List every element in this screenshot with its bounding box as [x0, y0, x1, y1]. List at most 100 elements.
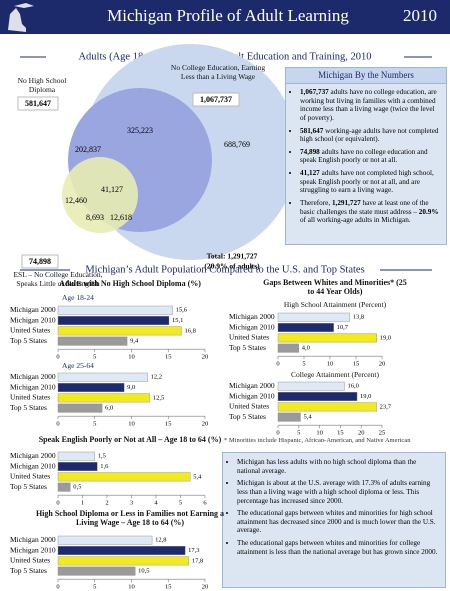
category-label: United States — [10, 556, 50, 565]
bullet-text: 1,067,737 — [300, 88, 329, 96]
category-label: Michigan 2000 — [229, 312, 275, 321]
finding: The educational gaps between whites and … — [237, 539, 441, 556]
bar — [57, 566, 136, 576]
bullet: 581,647 working-age adults have not comp… — [300, 127, 442, 144]
bullet-text: of all working-age adults in Michigan. — [300, 216, 411, 225]
section-title: Michigan’s Adult Population Compared to … — [85, 264, 364, 275]
value-label: 16,8 — [184, 327, 195, 334]
bar — [277, 402, 377, 412]
chart-subtitle: Age 25-64 — [62, 361, 94, 370]
value-label: 5,4 — [303, 414, 312, 421]
value-label: 1,5 — [98, 453, 106, 460]
bar — [57, 403, 103, 413]
venn-grand-total: Total: 1,291,727 — [207, 252, 258, 261]
callout — [17, 96, 59, 111]
x-tick-label: 6 — [203, 500, 207, 507]
bullet-text: 581,647 — [300, 126, 324, 135]
x-tick-label: 15 — [337, 430, 344, 437]
bullet-text: adults have not completed high school, s… — [300, 169, 434, 195]
bullet-text: adults have no college education and spe… — [300, 147, 428, 165]
michigan-icon — [8, 3, 34, 32]
value-label: 13,8 — [353, 314, 364, 321]
x-tick-label: 5 — [297, 430, 300, 437]
bar — [277, 333, 378, 343]
bullet-text: adults have no college education, are wo… — [300, 88, 437, 122]
x-tick-label: 20 — [202, 421, 209, 428]
category-label: Top 5 States — [10, 482, 47, 491]
venn-value: 325,223 — [127, 126, 153, 135]
bullet-text: 74,898 — [300, 147, 320, 156]
category-label: Top 5 States — [10, 403, 47, 412]
chart-title: Gaps Between Whites and Minorities* (25 … — [263, 278, 407, 297]
x-tick-label: 2 — [105, 500, 108, 507]
category-label: United States — [10, 326, 50, 335]
x-tick-label: 5 — [302, 361, 305, 368]
bar — [277, 412, 301, 422]
value-label: 10,7 — [337, 324, 349, 331]
category-label: United States — [229, 402, 269, 411]
bar — [57, 372, 148, 382]
bar — [277, 381, 345, 391]
findings-list: Michigan has less adults with no high sc… — [223, 458, 445, 556]
category-label: Michigan 2010 — [10, 382, 56, 391]
bullet-text: have at least one of the basic challenge… — [300, 199, 429, 216]
bullet-text: 1,291,727 — [331, 199, 361, 208]
value-label: 4,0 — [302, 345, 310, 352]
finding: The educational gaps between whites and … — [237, 509, 441, 535]
value-label: 5,4 — [193, 473, 202, 480]
value-label: 19,0 — [380, 334, 391, 341]
category-label: Top 5 States — [229, 412, 266, 421]
category-label: Top 5 States — [229, 343, 266, 352]
x-tick-label: 20 — [202, 354, 209, 361]
bar — [57, 316, 170, 325]
bullet-text: working-age adults have not completed hi… — [300, 126, 439, 144]
value-label: 19,0 — [360, 393, 371, 400]
bullet: Therefore, 1,291,727 have at least one o… — [300, 199, 442, 225]
chart-title: High School Diploma or Less in Families … — [35, 509, 225, 528]
category-label: Michigan 2000 — [10, 372, 56, 381]
venn-label: No High School Diploma — [17, 76, 67, 94]
bar — [57, 326, 182, 336]
x-tick-label: 0 — [276, 430, 279, 437]
page-title: Michigan Profile of Adult Learning — [107, 6, 349, 25]
box-title: Michigan By the Numbers — [286, 68, 446, 84]
bullet: 74,898 adults have no college education … — [300, 148, 442, 165]
bullet-text: 41,127 — [300, 169, 320, 178]
venn-value: 41,127 — [101, 185, 123, 194]
category-label: United States — [10, 472, 50, 481]
finding: Michigan is about at the U.S. average wi… — [237, 479, 441, 505]
x-tick-label: 10 — [327, 361, 334, 368]
x-tick-label: 0 — [56, 500, 59, 507]
category-label: United States — [229, 333, 269, 342]
bullet: 41,127 adults have not completed high sc… — [300, 169, 442, 195]
x-tick-label: 10 — [316, 430, 323, 437]
bar — [57, 336, 128, 346]
value-label: 12,2 — [151, 374, 162, 381]
value-label: 17,8 — [192, 557, 203, 564]
value-label: 23,7 — [380, 403, 392, 410]
x-tick-label: 0 — [56, 584, 59, 591]
x-tick-label: 0 — [56, 354, 59, 361]
value-label: 9,0 — [127, 384, 135, 391]
category-label: Michigan 2000 — [10, 305, 56, 314]
value-label: 15,6 — [176, 307, 188, 314]
value-label: 1,6 — [100, 463, 109, 470]
bullet: 1,067,737 adults have no college educati… — [300, 88, 442, 123]
callout — [21, 254, 59, 269]
category-label: Michigan 2010 — [229, 322, 275, 331]
category-label: Top 5 States — [10, 336, 47, 345]
chart-subtitle: College Attainment (Percent) — [291, 370, 379, 379]
value-label: 6,0 — [105, 405, 113, 412]
bar — [57, 451, 95, 461]
findings-box: Michigan has less adults with no high sc… — [222, 452, 446, 588]
venn-grand-share: (20.9% of adults) — [204, 262, 260, 271]
x-tick-label: 4 — [154, 500, 158, 507]
chart-title: Speak English Poorly or Not at All – Age… — [38, 435, 222, 444]
x-tick-label: 20 — [202, 584, 209, 591]
page-year: 2010 — [403, 6, 437, 25]
x-tick-label: 5 — [93, 584, 96, 591]
category-label: Michigan 2010 — [10, 461, 56, 470]
value-label: 9,4 — [130, 338, 139, 345]
